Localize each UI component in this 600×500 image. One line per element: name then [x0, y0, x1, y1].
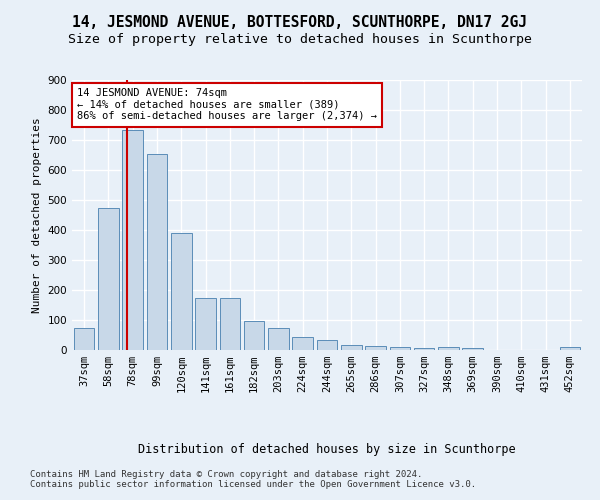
Bar — [146, 154, 167, 350]
Text: 14 JESMOND AVENUE: 74sqm
← 14% of detached houses are smaller (389)
86% of semi-: 14 JESMOND AVENUE: 74sqm ← 14% of detach… — [77, 88, 377, 122]
Bar — [268, 328, 289, 350]
Bar — [560, 347, 580, 350]
Bar — [244, 320, 265, 350]
Y-axis label: Number of detached properties: Number of detached properties — [32, 117, 42, 313]
Bar — [292, 337, 313, 350]
Text: Contains HM Land Registry data © Crown copyright and database right 2024.
Contai: Contains HM Land Registry data © Crown c… — [30, 470, 476, 490]
Bar — [414, 348, 434, 350]
Bar — [365, 346, 386, 350]
Bar — [389, 347, 410, 350]
Bar — [463, 348, 483, 350]
Bar — [317, 340, 337, 350]
Bar — [341, 345, 362, 350]
Bar — [98, 208, 119, 350]
Bar — [74, 328, 94, 350]
Text: Size of property relative to detached houses in Scunthorpe: Size of property relative to detached ho… — [68, 32, 532, 46]
Bar — [122, 130, 143, 350]
Bar — [171, 233, 191, 350]
Text: Distribution of detached houses by size in Scunthorpe: Distribution of detached houses by size … — [138, 442, 516, 456]
Bar — [438, 348, 459, 350]
Bar — [220, 298, 240, 350]
Text: 14, JESMOND AVENUE, BOTTESFORD, SCUNTHORPE, DN17 2GJ: 14, JESMOND AVENUE, BOTTESFORD, SCUNTHOR… — [73, 15, 527, 30]
Bar — [195, 298, 216, 350]
